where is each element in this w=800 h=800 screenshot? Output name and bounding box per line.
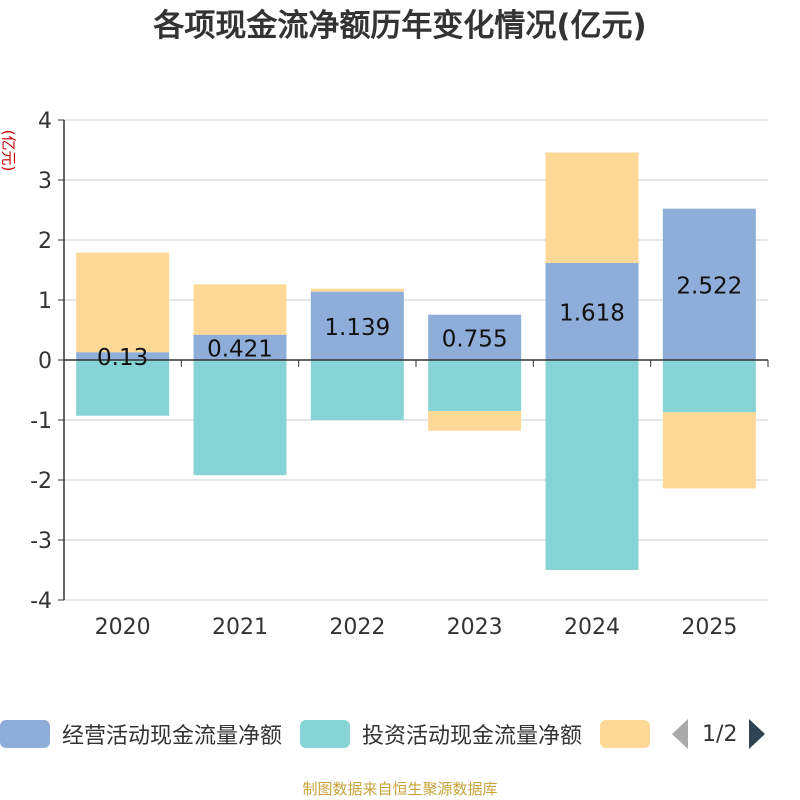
data-label-2021: 0.421 — [207, 336, 273, 362]
data-label-2023: 0.755 — [442, 326, 508, 352]
bar-2022-series-1 — [310, 360, 404, 420]
legend-swatch-investing — [300, 720, 351, 748]
y-tick-label: -3 — [30, 529, 52, 554]
bar-2025-series-0 — [662, 208, 756, 360]
data-label-2024: 1.618 — [559, 300, 625, 326]
bar-2024-series-2 — [545, 152, 639, 263]
bar-2024-series-1 — [545, 360, 639, 570]
chart-title: 各项现金流净额历年变化情况(亿元) — [153, 8, 647, 44]
y-tick-label: 4 — [38, 109, 52, 134]
bar-2020-series-0 — [76, 352, 170, 360]
y-tick-label: 1 — [38, 289, 52, 314]
x-tick-label: 2021 — [212, 615, 268, 640]
bar-2020-series-1 — [76, 360, 170, 416]
data-label-2025: 2.522 — [676, 273, 742, 299]
data-source-note: 制图数据来自恒生聚源数据库 — [302, 780, 498, 798]
legend-item-third[interactable] — [600, 720, 662, 748]
y-tick-label: 0 — [38, 349, 52, 374]
bar-2023-series-2 — [428, 411, 522, 431]
bar-2021-series-1 — [193, 360, 287, 476]
legend-next-icon[interactable] — [749, 719, 766, 749]
bar-2022-series-2 — [310, 288, 404, 292]
legend-label-operating: 经营活动现金流量净额 — [62, 724, 283, 749]
bar-2021-series-2 — [193, 284, 287, 335]
legend-swatch-third — [600, 720, 651, 748]
bar-2025-series-1 — [662, 360, 756, 413]
legend: 经营活动现金流量净额 投资活动现金流量净额 1/2 — [0, 714, 800, 754]
x-tick-label: 2025 — [681, 615, 737, 640]
bar-2021-series-0 — [193, 334, 287, 360]
legend-swatch-operating — [0, 720, 50, 748]
data-label-2020: 0.13 — [97, 345, 148, 371]
legend-page-indicator: 1/2 — [702, 721, 738, 747]
legend-label-investing: 投资活动现金流量净额 — [362, 724, 583, 749]
bar-2020-series-2 — [76, 252, 170, 353]
legend-pager: 1/2 — [672, 719, 766, 749]
y-tick-label: -2 — [30, 469, 52, 494]
bar-2024-series-0 — [545, 262, 639, 360]
legend-item-operating[interactable]: 经营活动现金流量净额 — [0, 718, 282, 750]
legend-prev-icon[interactable] — [672, 719, 689, 749]
legend-item-investing[interactable]: 投资活动现金流量净额 — [300, 718, 582, 750]
y-tick-label: 3 — [38, 169, 52, 194]
bar-2023-series-0 — [428, 314, 522, 360]
bar-2025-series-2 — [662, 412, 756, 489]
y-tick-label: -1 — [30, 409, 52, 434]
x-tick-label: 2023 — [447, 615, 503, 640]
x-tick-label: 2024 — [564, 615, 620, 640]
data-label-2022: 1.139 — [324, 315, 390, 341]
y-tick-label: 2 — [38, 229, 52, 254]
bar-2022-series-0 — [310, 291, 404, 360]
y-tick-label: -4 — [30, 589, 52, 614]
x-tick-label: 2022 — [329, 615, 385, 640]
bar-2023-series-1 — [428, 360, 522, 411]
x-tick-label: 2020 — [95, 615, 151, 640]
